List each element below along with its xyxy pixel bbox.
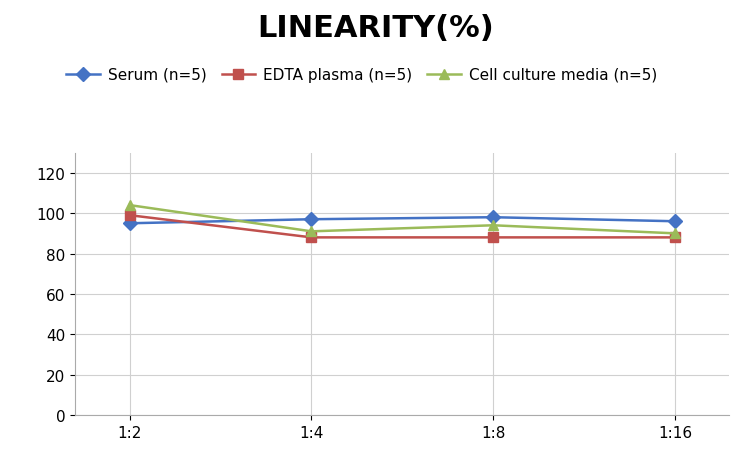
- Cell culture media (n=5): [671, 231, 680, 236]
- EDTA plasma (n=5): [489, 235, 498, 240]
- Line: Cell culture media (n=5): Cell culture media (n=5): [125, 201, 680, 239]
- Serum (n=5): [671, 219, 680, 225]
- Cell culture media (n=5): [489, 223, 498, 229]
- Legend: Serum (n=5), EDTA plasma (n=5), Cell culture media (n=5): Serum (n=5), EDTA plasma (n=5), Cell cul…: [60, 62, 663, 89]
- Text: LINEARITY(%): LINEARITY(%): [258, 14, 494, 42]
- Line: Serum (n=5): Serum (n=5): [125, 213, 680, 229]
- Cell culture media (n=5): [307, 229, 316, 235]
- EDTA plasma (n=5): [307, 235, 316, 240]
- Serum (n=5): [125, 221, 134, 226]
- Serum (n=5): [489, 215, 498, 221]
- Line: EDTA plasma (n=5): EDTA plasma (n=5): [125, 211, 680, 243]
- Cell culture media (n=5): [125, 203, 134, 208]
- EDTA plasma (n=5): [671, 235, 680, 240]
- Serum (n=5): [307, 217, 316, 222]
- EDTA plasma (n=5): [125, 213, 134, 218]
